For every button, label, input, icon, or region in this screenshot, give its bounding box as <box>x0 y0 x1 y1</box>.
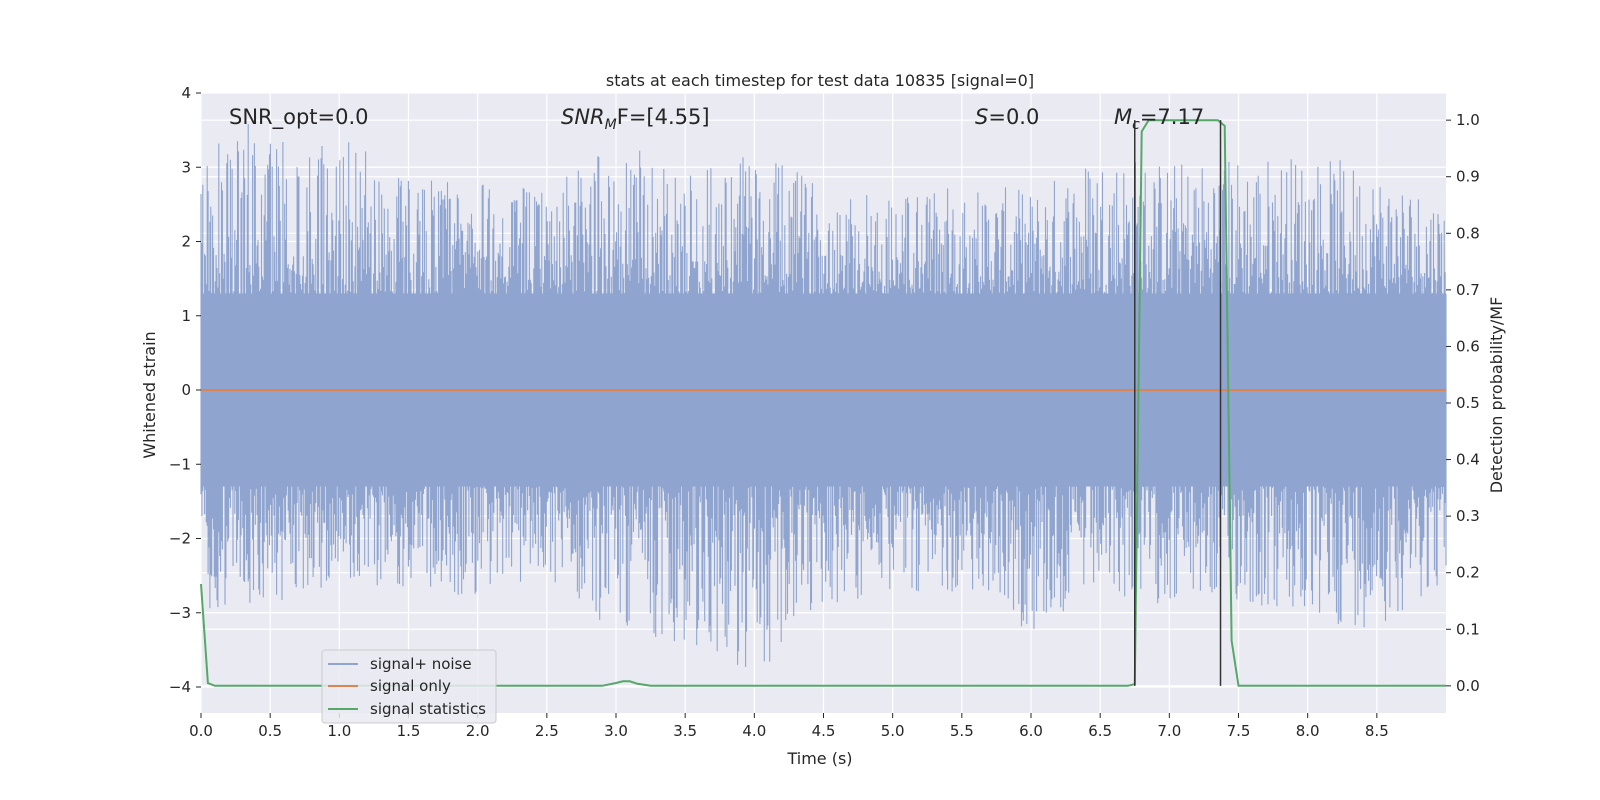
series-layer <box>200 119 1446 687</box>
x-tick-label: 0.5 <box>258 722 282 740</box>
y-tick-label: −4 <box>169 678 191 696</box>
x-tick-label: 6.0 <box>1019 722 1043 740</box>
x-tick-label: 6.5 <box>1088 722 1112 740</box>
x-tick-label: 1.5 <box>397 722 421 740</box>
x-tick-label: 7.0 <box>1157 722 1181 740</box>
y2-tick-label: 0.2 <box>1456 564 1480 582</box>
x-tick-label: 1.0 <box>327 722 351 740</box>
y2-tick-label: 0.7 <box>1456 281 1480 299</box>
annotation-snr-mf-main: SNR <box>561 105 605 129</box>
legend-label-noise: signal+ noise <box>370 655 472 673</box>
annotation-mc-sub: c <box>1132 117 1140 133</box>
x-tick-label: 8.5 <box>1365 722 1389 740</box>
x-tick-label: 2.0 <box>466 722 490 740</box>
y-tick-label: 0 <box>181 381 191 399</box>
x-tick-label: 0.0 <box>189 722 213 740</box>
annotation-mc-rest: =7.17 <box>1140 105 1204 129</box>
y-tick-label: 2 <box>181 233 191 251</box>
axes: 0.0 0.5 1.0 1.5 2.0 2.5 3.0 3.5 4.0 4.5 5.0 5.5 6.0 6… <box>169 84 1480 740</box>
x-tick-label: 4.5 <box>812 722 836 740</box>
annotation-s-rest: =0.0 <box>988 105 1039 129</box>
y2-tick-label: 0.1 <box>1456 620 1480 638</box>
y-axis-label: Whitened strain <box>140 331 159 458</box>
x-tick-label: 2.5 <box>535 722 559 740</box>
y2-tick-label: 0.5 <box>1456 394 1480 412</box>
legend-box <box>321 649 497 724</box>
x-tick-label: 3.0 <box>604 722 628 740</box>
legend: signal+ noise signal only signal statist… <box>321 649 497 724</box>
x-axis-label: Time (s) <box>786 749 852 768</box>
x-tick-label: 7.5 <box>1227 722 1251 740</box>
x-tick-label: 5.5 <box>950 722 974 740</box>
annotation-mc: Mc=7.17 <box>1114 105 1204 133</box>
x-tick-label: 8.0 <box>1296 722 1320 740</box>
x-tick-label: 4.0 <box>742 722 766 740</box>
legend-label-statistics: signal statistics <box>370 700 486 718</box>
y2-tick-label: 0.8 <box>1456 224 1480 242</box>
y2-axis-label: Detection probability/MF <box>1487 297 1506 494</box>
y-tick-label: 3 <box>181 158 191 176</box>
series-line-signal-statistics <box>200 119 1446 687</box>
annotation-snr-mf-rest: F=[4.55] <box>617 105 710 129</box>
y-tick-label: 1 <box>181 307 191 325</box>
y2-tick-label: 0.0 <box>1456 677 1480 695</box>
annotation-snr-opt: SNR_opt=0.0 <box>229 105 369 130</box>
chart-title: stats at each timestep for test data 108… <box>606 71 1034 90</box>
annotation-mc-main: M <box>1114 105 1132 129</box>
y-tick-label: −2 <box>169 530 191 548</box>
y2-tick-label: 0.9 <box>1456 168 1480 186</box>
annotation-s-main: S <box>975 105 988 129</box>
y-tick-label: −1 <box>169 455 191 473</box>
legend-label-signal-only: signal only <box>370 677 451 695</box>
marker-layer <box>1134 120 1222 686</box>
y-tick-label: −3 <box>169 604 191 622</box>
x-tick-label: 3.5 <box>673 722 697 740</box>
y2-tick-label: 0.4 <box>1456 451 1480 469</box>
annotation-s: S=0.0 <box>975 105 1039 129</box>
y2-tick-label: 1.0 <box>1456 111 1480 129</box>
annotation-snr-mf-sub: M <box>605 117 617 133</box>
annotation-snr-mf: SNRMF=[4.55] <box>561 105 710 133</box>
y-tick-label: 4 <box>181 84 191 102</box>
y2-tick-label: 0.3 <box>1456 507 1480 525</box>
x-tick-label: 5.0 <box>881 722 905 740</box>
y2-tick-label: 0.6 <box>1456 337 1480 355</box>
